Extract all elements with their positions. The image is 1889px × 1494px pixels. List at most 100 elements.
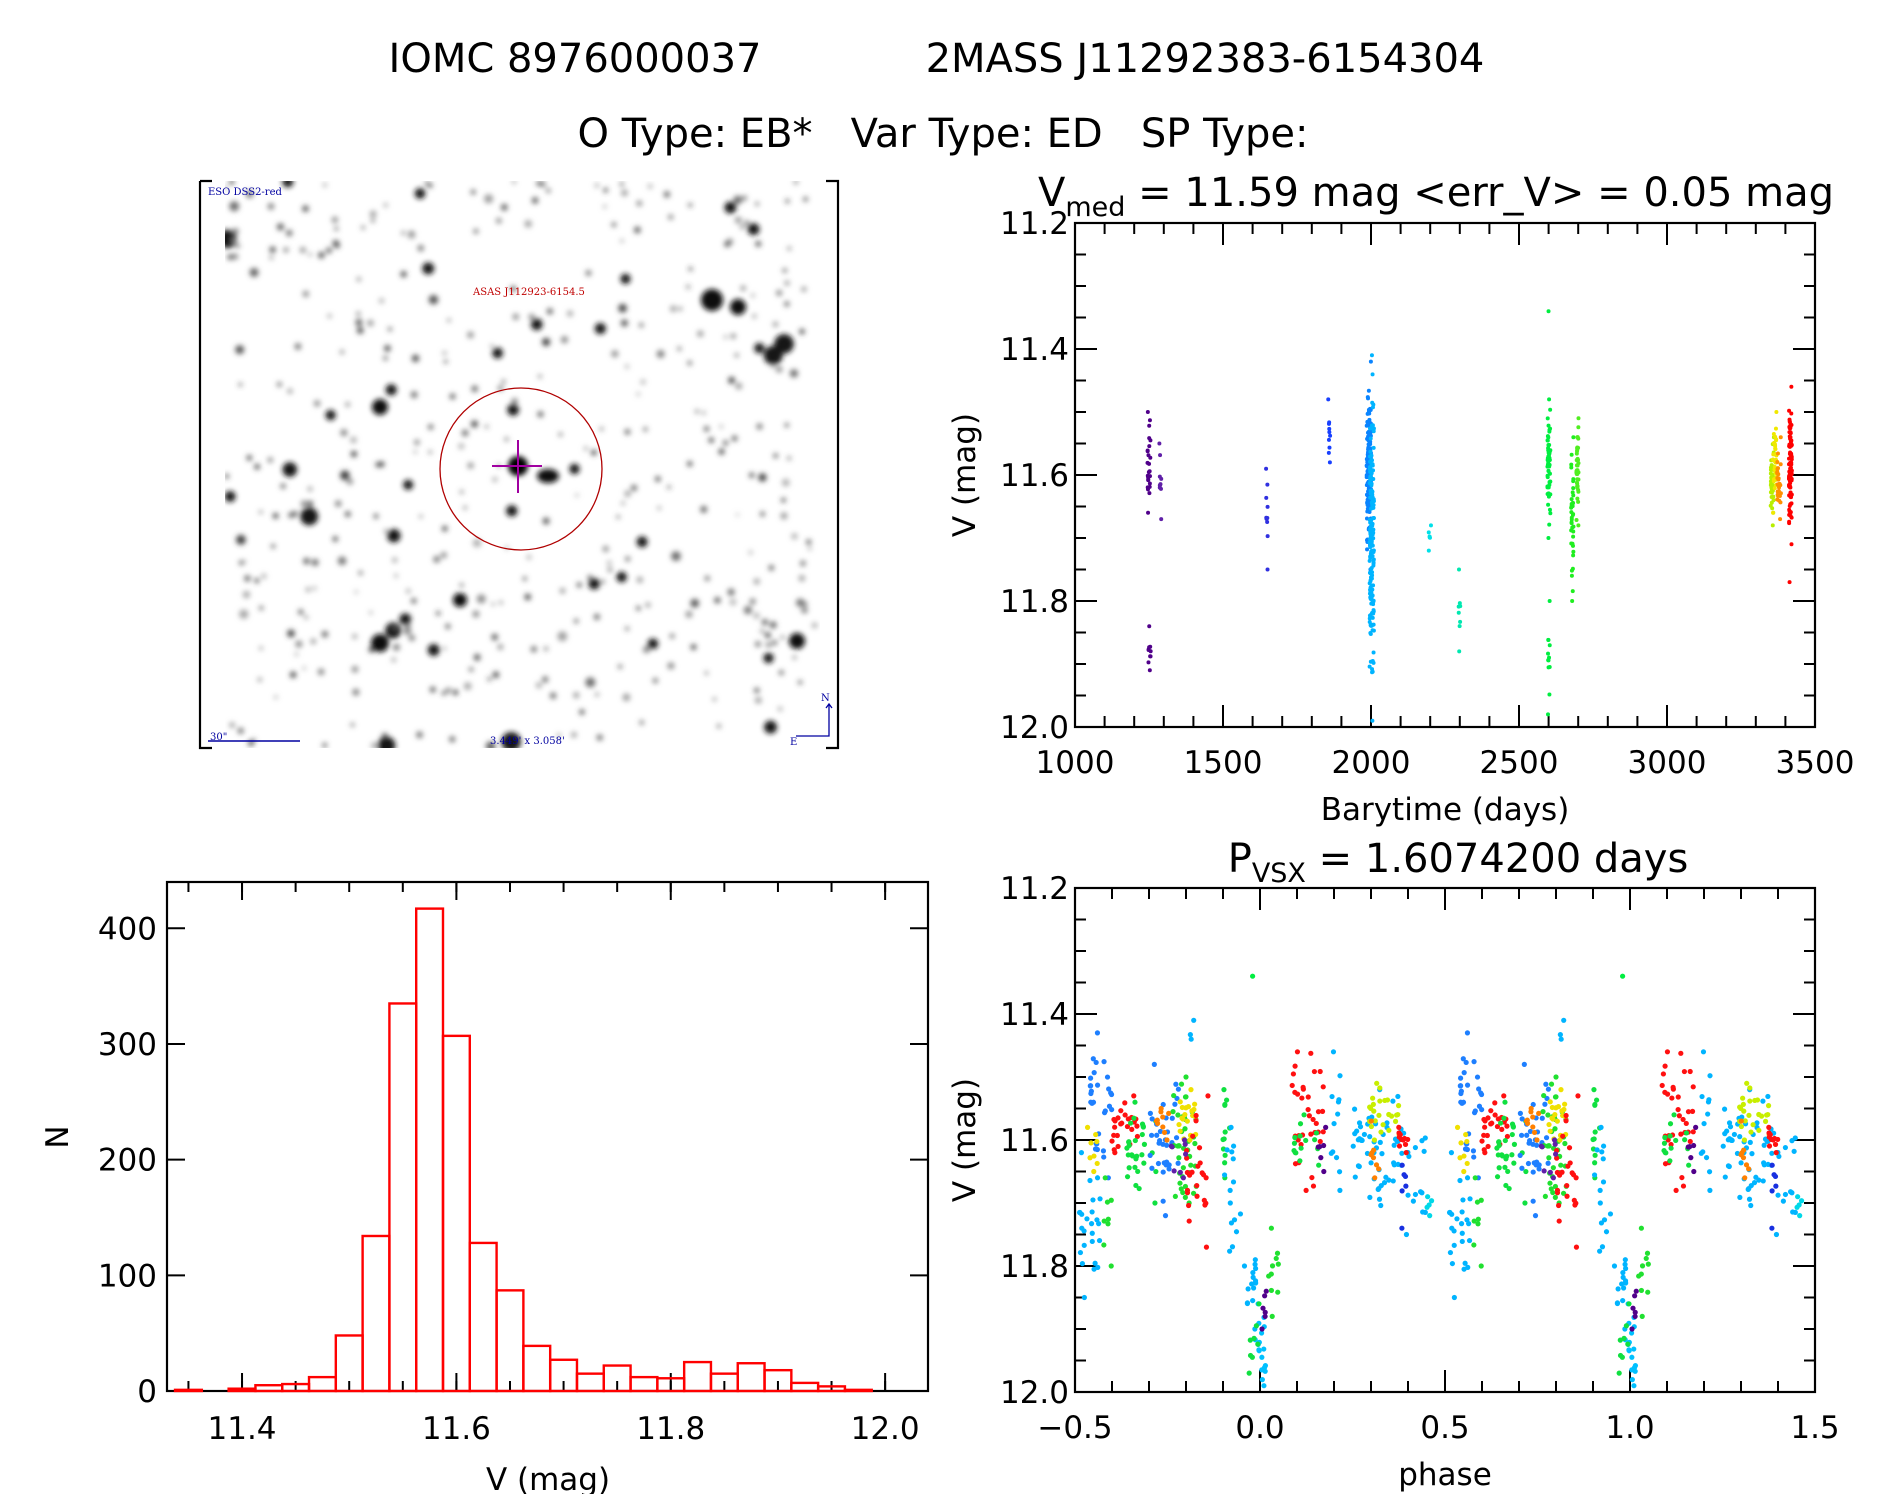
field-size-label: 3.449' x 3.058' [490,736,565,747]
star [229,722,235,728]
data-point [1249,1281,1255,1287]
data-point [1371,477,1376,482]
target-label: ASAS J112923-6154.5 [472,287,585,298]
data-point [1569,568,1574,573]
data-point [1244,1300,1251,1306]
star [427,643,440,656]
star [350,722,355,727]
data-point [1222,1152,1228,1158]
star [634,226,641,234]
data-point [1265,519,1270,524]
data-point [1575,435,1580,440]
data-point [1076,1209,1083,1216]
star [388,327,392,331]
star [811,622,818,629]
star [647,183,653,189]
data-point [1256,1301,1262,1307]
star [573,692,580,699]
star [499,600,503,605]
data-point [1361,1131,1368,1138]
x-tick-label: 2500 [1480,745,1559,781]
star [472,610,480,618]
data-point [1259,1377,1265,1383]
data-point [1773,446,1778,451]
star [799,328,805,335]
data-point [1365,509,1370,514]
star [428,450,432,454]
y-tick-label: 11.6 [1000,458,1069,494]
data-point [1227,1187,1233,1193]
data-point [1746,1196,1753,1202]
data-point [1532,1213,1539,1219]
data-point [1084,1124,1091,1130]
data-point [1725,1163,1732,1169]
data-point [1503,1156,1509,1162]
data-point [1151,1061,1157,1067]
star [731,435,738,442]
data-point [1091,1153,1097,1159]
data-point [1531,1160,1537,1166]
star [442,350,447,356]
data-point [1765,1161,1771,1168]
data-point [1756,1127,1762,1133]
data-point [1390,1178,1396,1184]
data-point [1166,1110,1172,1116]
star [789,633,805,649]
data-point [1569,452,1574,457]
x-axis-label: phase [1398,1457,1492,1493]
data-point [1563,1118,1569,1124]
star [773,453,779,459]
star [307,500,314,507]
data-point [1547,692,1552,697]
data-point [1310,1116,1316,1123]
data-point [1496,1165,1502,1171]
data-point [1367,664,1372,669]
data-point [1355,1163,1362,1169]
data-point [1166,1166,1172,1172]
star [371,634,389,652]
star [393,626,397,630]
data-point [1534,1142,1540,1148]
data-point [1632,1309,1638,1315]
data-point [1298,1141,1304,1148]
star [531,197,539,204]
star [492,476,498,483]
data-point [1368,1123,1375,1130]
star [755,241,761,247]
data-point [1192,1101,1198,1107]
data-point [1140,1124,1146,1130]
object-id-title: IOMC 8976000037 [389,36,762,82]
star [763,652,774,664]
histogram-plot: 11.4 11.6 11.8 12.0 0 100 200 300 400 V (mag) N [40,880,930,1494]
data-point [1269,1263,1276,1269]
data-point [1738,1105,1744,1111]
data-point [1474,1074,1481,1080]
star [259,646,263,650]
y-axis-label: N [40,1125,76,1148]
data-point [1147,423,1152,428]
star [370,742,378,748]
data-point [1371,1147,1377,1153]
data-point [1449,1260,1455,1267]
star [487,677,492,681]
data-point [1667,1121,1674,1127]
star [369,210,377,218]
data-point [1788,490,1793,495]
data-point [1369,458,1374,463]
data-point [1573,1175,1579,1181]
data-point [1683,1130,1690,1136]
data-point [1184,1169,1190,1176]
data-point [1177,1128,1183,1134]
data-point [1597,1248,1603,1254]
data-point [1100,1148,1107,1154]
star [334,226,339,231]
data-point [1319,1108,1326,1114]
data-point [1251,1335,1257,1341]
star [295,640,303,648]
star [611,350,619,358]
data-point [1157,1138,1163,1144]
star [408,634,415,641]
data-point [1097,1196,1103,1202]
data-point [1158,1109,1164,1115]
data-point [1182,1183,1189,1190]
